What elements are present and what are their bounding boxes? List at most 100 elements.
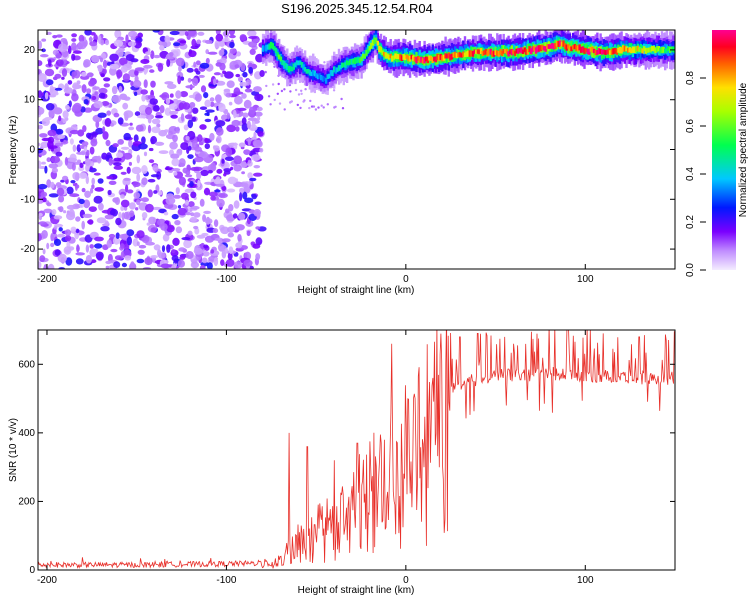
- noise-blob: [89, 41, 98, 47]
- noise-blob: [180, 113, 185, 122]
- noise-blob: [136, 258, 145, 264]
- noise-blob: [58, 195, 65, 203]
- ridge-cell: [450, 53, 454, 60]
- ridge-cell: [633, 46, 636, 53]
- noise-blob: [132, 32, 137, 38]
- noise-blob: [157, 249, 162, 257]
- noise-blob: [97, 64, 103, 73]
- ridge-cell: [494, 50, 497, 55]
- ridge-cell: [628, 47, 631, 53]
- noise-blob: [55, 151, 63, 157]
- ridge-cell: [667, 46, 670, 52]
- noise-blob: [219, 62, 226, 71]
- noise-blob: [40, 191, 48, 198]
- noise-blob: [126, 236, 132, 246]
- noise-blob: [180, 76, 185, 81]
- ridge-cell: [323, 76, 326, 82]
- ridge-cell: [394, 53, 397, 59]
- noise-blob: [81, 84, 87, 94]
- ridge-cell: [630, 48, 633, 54]
- noise-blob: [255, 53, 264, 63]
- noise-blob: [184, 174, 193, 178]
- ridge-cell: [510, 49, 513, 56]
- ridge-cell: [665, 48, 668, 53]
- noise-blob: [105, 139, 111, 147]
- noise-blob: [251, 154, 261, 162]
- noise-blob: [63, 210, 67, 214]
- ridge-cell: [541, 44, 544, 50]
- noise-blob: [184, 31, 189, 37]
- noise-blob: [38, 60, 43, 67]
- y-tick-label: 10: [24, 95, 36, 106]
- noise-blob: [150, 50, 155, 60]
- noise-blob: [271, 83, 275, 86]
- noise-blob: [76, 80, 81, 85]
- noise-blob: [159, 105, 165, 114]
- noise-blob: [137, 115, 147, 119]
- noise-blob: [90, 138, 98, 147]
- noise-blob: [181, 237, 191, 241]
- noise-blob: [296, 103, 299, 107]
- noise-blob: [143, 151, 148, 157]
- ridge-cell: [454, 51, 457, 58]
- noise-blob: [109, 53, 119, 62]
- ridge-cell: [664, 43, 667, 54]
- noise-blob: [241, 122, 249, 132]
- noise-blob: [220, 259, 225, 266]
- noise-blob: [77, 40, 87, 50]
- noise-blob: [234, 64, 240, 69]
- noise-blob: [243, 149, 251, 156]
- noise-blob: [170, 153, 180, 159]
- noise-blob: [160, 223, 168, 231]
- ridge-cell: [555, 41, 559, 47]
- noise-blob: [189, 181, 194, 188]
- x-tick-label: -200: [37, 575, 57, 586]
- noise-blob: [186, 67, 194, 73]
- noise-blob: [112, 143, 119, 148]
- ridge-cell: [347, 61, 350, 66]
- noise-blob: [169, 141, 178, 150]
- noise-blob: [255, 226, 261, 230]
- noise-blob: [44, 68, 55, 77]
- noise-blob: [63, 246, 72, 255]
- noise-blob: [165, 196, 176, 205]
- noise-blob: [104, 117, 112, 127]
- noise-blob: [198, 74, 205, 78]
- noise-blob: [66, 204, 76, 210]
- noise-blob: [64, 229, 72, 236]
- ridge-cell: [646, 47, 649, 53]
- noise-blob: [209, 97, 215, 102]
- noise-blob: [148, 147, 154, 152]
- noise-blob: [193, 225, 199, 230]
- noise-blob: [215, 94, 222, 103]
- noise-blob: [215, 183, 225, 187]
- noise-blob: [135, 207, 139, 211]
- ridge-cell: [509, 49, 512, 54]
- ridge-cell: [620, 47, 623, 54]
- noise-blob: [62, 175, 69, 181]
- ridge-cell: [499, 49, 502, 55]
- noise-blob: [72, 50, 82, 54]
- noise-blob: [218, 103, 226, 113]
- noise-blob: [210, 162, 216, 171]
- noise-blob: [226, 188, 236, 193]
- noise-blob: [83, 199, 91, 209]
- ridge-cell: [512, 49, 515, 55]
- ridge-cell: [547, 44, 551, 49]
- noise-blob: [41, 48, 46, 53]
- noise-blob: [242, 71, 248, 78]
- noise-blob: [219, 57, 227, 65]
- ridge-cell: [660, 46, 664, 54]
- noise-blob: [174, 258, 178, 264]
- noise-blob: [41, 230, 48, 239]
- noise-blob: [38, 160, 42, 169]
- ridge-cell: [334, 67, 337, 74]
- noise-blob: [255, 237, 263, 246]
- noise-blob: [253, 209, 261, 217]
- ridge-cell: [368, 46, 371, 51]
- noise-blob: [166, 83, 177, 89]
- ridge-cell: [578, 44, 581, 51]
- noise-blob: [84, 158, 91, 166]
- noise-blob: [175, 187, 180, 195]
- noise-blob: [43, 208, 53, 214]
